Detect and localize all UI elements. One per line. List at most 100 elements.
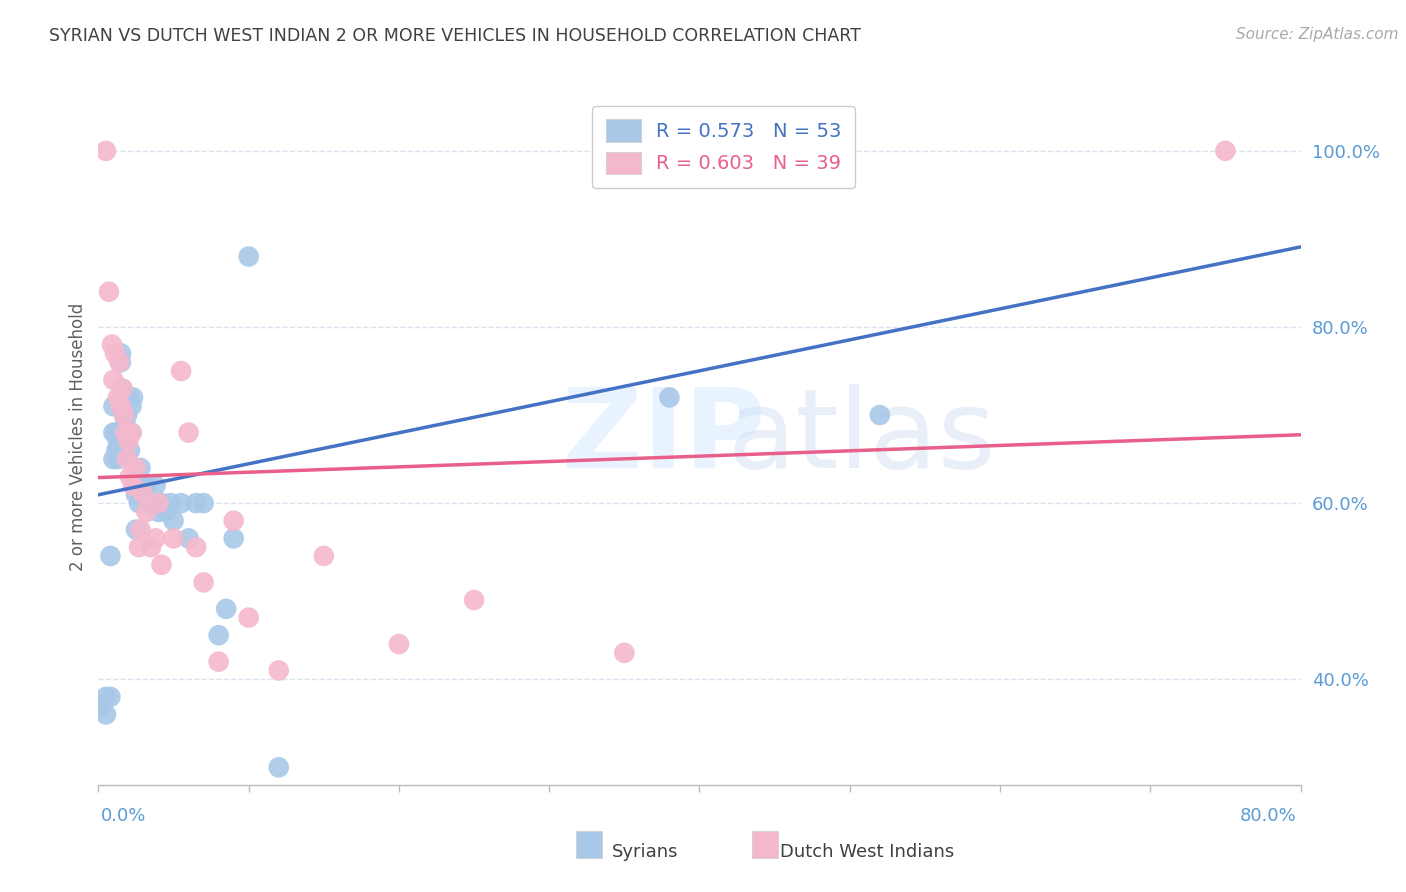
Point	[148, 496, 170, 510]
Point	[1215, 144, 1237, 158]
Point	[112, 391, 135, 405]
Point	[107, 452, 129, 467]
Text: SYRIAN VS DUTCH WEST INDIAN 2 OR MORE VEHICLES IN HOUSEHOLD CORRELATION CHART: SYRIAN VS DUTCH WEST INDIAN 2 OR MORE VE…	[49, 27, 860, 45]
Point	[122, 478, 145, 492]
Point	[111, 382, 134, 396]
Point	[114, 425, 136, 440]
Point	[110, 346, 132, 360]
Point	[613, 646, 636, 660]
Point	[184, 496, 207, 510]
Point	[104, 346, 127, 360]
Point	[100, 549, 122, 563]
Point	[94, 707, 117, 722]
Point	[177, 425, 200, 440]
Point	[718, 135, 741, 149]
Point	[222, 532, 245, 546]
Point	[118, 469, 141, 483]
Point	[100, 690, 122, 704]
Point	[135, 478, 157, 492]
Point	[121, 425, 143, 440]
Point	[312, 549, 335, 563]
Point	[177, 532, 200, 546]
Point	[238, 250, 260, 264]
Point	[139, 540, 162, 554]
Point	[155, 505, 177, 519]
Point	[101, 337, 124, 351]
Point	[112, 408, 135, 422]
Point	[117, 425, 139, 440]
Point	[132, 478, 155, 492]
Point	[94, 144, 117, 158]
Point	[162, 514, 184, 528]
Point	[215, 602, 238, 616]
Point	[125, 523, 148, 537]
Point	[193, 496, 215, 510]
Legend: R = 0.573   N = 53, R = 0.603   N = 39: R = 0.573 N = 53, R = 0.603 N = 39	[592, 106, 855, 187]
Point	[125, 461, 148, 475]
Point	[184, 540, 207, 554]
Point	[869, 408, 891, 422]
Point	[121, 399, 143, 413]
Point	[105, 425, 128, 440]
Point	[267, 664, 290, 678]
Point	[118, 443, 141, 458]
Point	[159, 496, 181, 510]
Text: 80.0%: 80.0%	[1240, 807, 1296, 825]
Point	[111, 382, 134, 396]
Point	[145, 478, 167, 492]
Text: Source: ZipAtlas.com: Source: ZipAtlas.com	[1236, 27, 1399, 42]
Point	[110, 399, 132, 413]
Point	[97, 285, 120, 299]
Text: 0.0%: 0.0%	[101, 807, 146, 825]
Point	[150, 496, 173, 510]
Text: Dutch West Indians: Dutch West Indians	[780, 843, 955, 861]
Point	[121, 425, 143, 440]
Point	[103, 452, 125, 467]
Point	[112, 408, 135, 422]
Point	[267, 760, 290, 774]
Point	[115, 408, 138, 422]
Point	[117, 391, 139, 405]
Point	[193, 575, 215, 590]
Point	[107, 391, 129, 405]
Point	[103, 373, 125, 387]
Point	[150, 558, 173, 572]
Point	[162, 532, 184, 546]
Point	[238, 610, 260, 624]
Point	[94, 690, 117, 704]
Text: ZIP: ZIP	[562, 384, 765, 491]
Point	[108, 355, 131, 369]
Point	[132, 487, 155, 501]
Point	[105, 443, 128, 458]
Point	[125, 487, 148, 501]
Point	[222, 514, 245, 528]
Point	[114, 417, 136, 431]
Point	[129, 461, 152, 475]
Point	[135, 505, 157, 519]
Y-axis label: 2 or more Vehicles in Household: 2 or more Vehicles in Household	[69, 303, 87, 571]
Point	[208, 655, 231, 669]
Text: atlas: atlas	[727, 384, 995, 491]
Point	[122, 391, 145, 405]
Point	[148, 505, 170, 519]
Point	[170, 496, 193, 510]
Point	[114, 425, 136, 440]
Point	[388, 637, 411, 651]
Point	[463, 593, 485, 607]
Point	[129, 523, 152, 537]
Point	[128, 496, 150, 510]
Point	[103, 425, 125, 440]
Point	[145, 532, 167, 546]
Text: Syrians: Syrians	[612, 843, 678, 861]
Point	[139, 496, 162, 510]
Point	[90, 698, 112, 713]
Point	[115, 452, 138, 467]
Point	[658, 391, 681, 405]
Point	[110, 355, 132, 369]
Point	[117, 434, 139, 449]
Point	[111, 399, 134, 413]
Point	[170, 364, 193, 378]
Point	[107, 434, 129, 449]
Point	[103, 399, 125, 413]
Point	[208, 628, 231, 642]
